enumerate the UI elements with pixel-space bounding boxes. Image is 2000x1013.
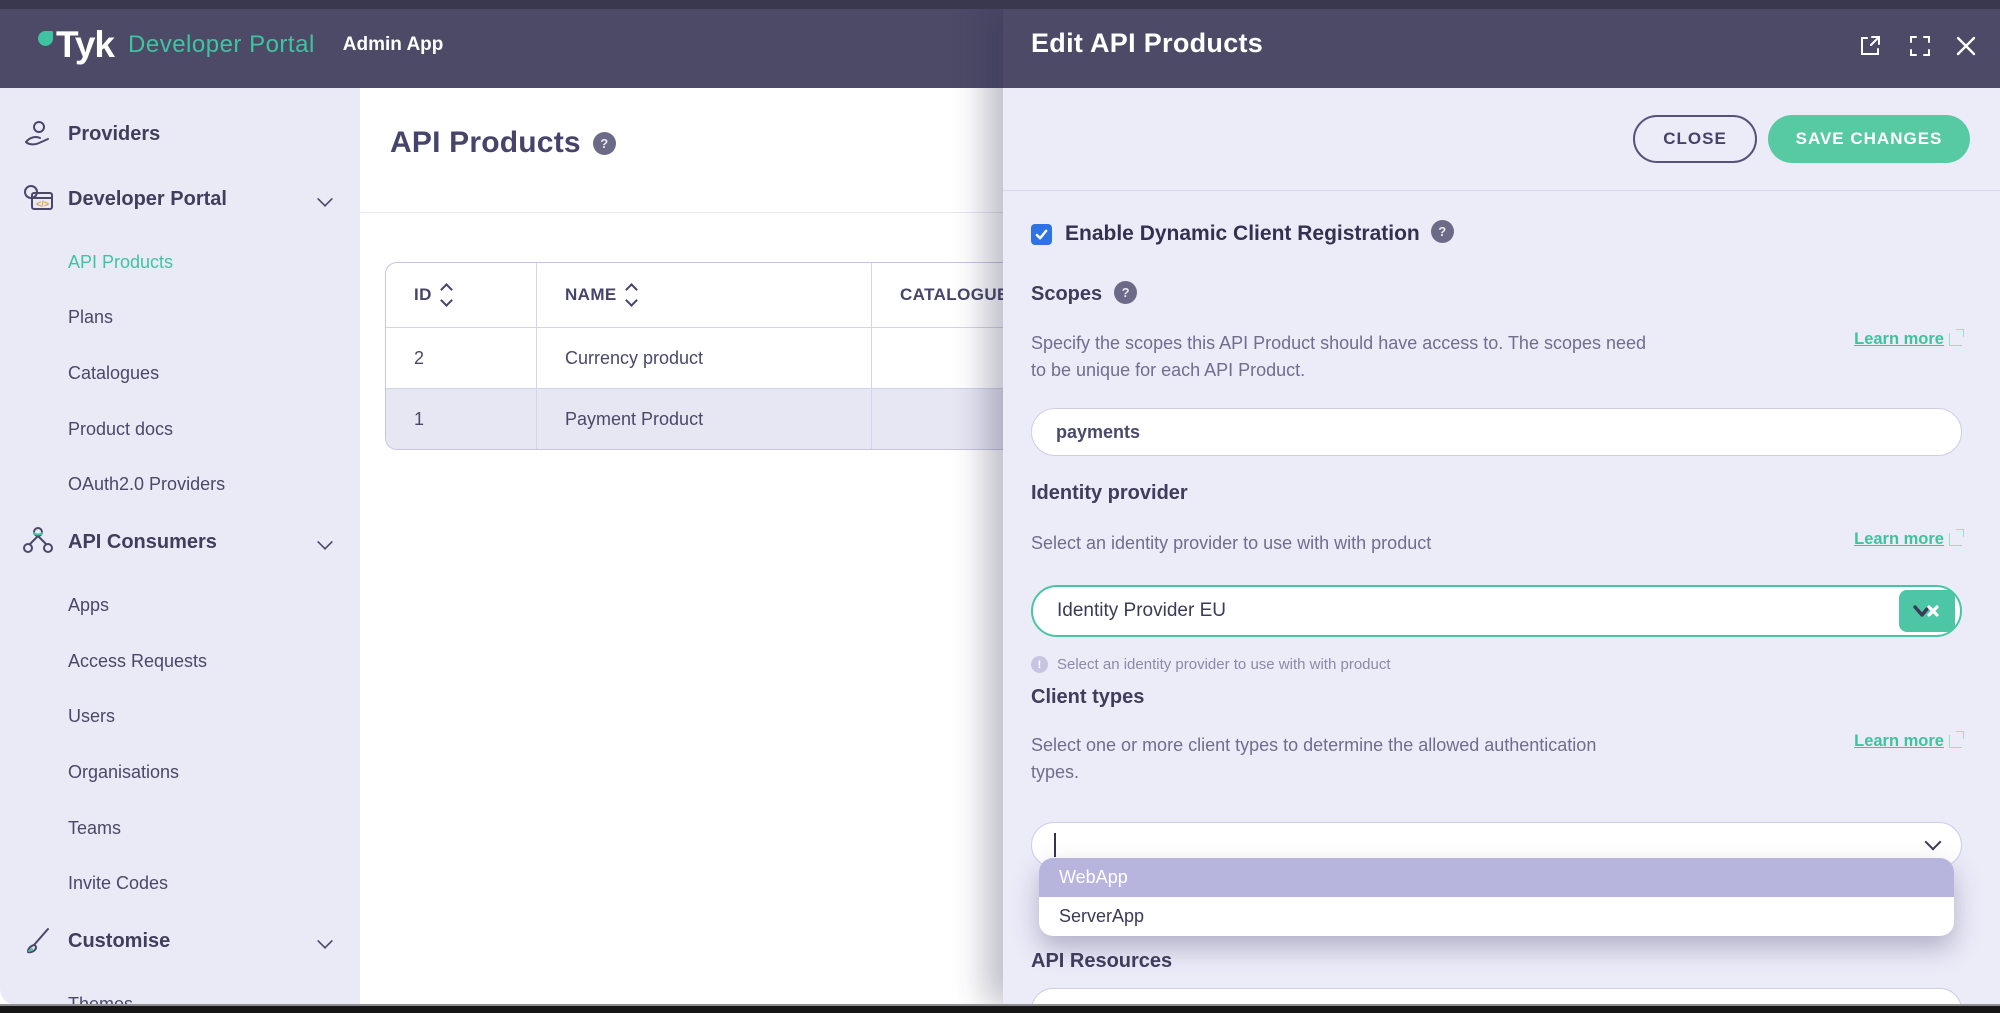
sidebar-item-apps[interactable]: Apps bbox=[68, 594, 110, 615]
drawer-header: Edit API Products bbox=[1003, 0, 2000, 88]
scopes-learn-more[interactable]: Learn more bbox=[1854, 329, 1964, 384]
open-in-new-window-icon[interactable] bbox=[1857, 33, 1883, 59]
sidebar-item-themes[interactable]: Themes bbox=[68, 993, 134, 1006]
brand: Tyk Developer Portal Admin App bbox=[38, 24, 443, 66]
drawer-title: Edit API Products bbox=[1031, 28, 1264, 58]
chevron-down-icon bbox=[317, 933, 333, 949]
client-types-dropdown: WebApp ServerApp bbox=[1039, 858, 1954, 936]
brand-suffix: Developer Portal bbox=[128, 31, 315, 58]
dropdown-option-serverapp[interactable]: ServerApp bbox=[1059, 906, 1145, 926]
sidebar-item-organisations[interactable]: Organisations bbox=[68, 761, 180, 782]
identity-learn-more[interactable]: Learn more bbox=[1854, 529, 1964, 557]
external-link-icon bbox=[1949, 329, 1964, 346]
sidebar-item-oauth2-providers[interactable]: OAuth2.0 Providers bbox=[68, 473, 226, 494]
scopes-description: Specify the scopes this API Product shou… bbox=[1031, 333, 1647, 380]
help-icon[interactable]: ? bbox=[592, 131, 616, 155]
api-consumers-icon bbox=[20, 524, 56, 560]
column-header-id[interactable]: ID bbox=[386, 263, 536, 327]
sidebar-item-teams[interactable]: Teams bbox=[68, 817, 122, 838]
brand-name: Tyk bbox=[56, 24, 115, 65]
chevron-down-icon bbox=[1913, 605, 1929, 617]
save-changes-button[interactable]: SAVE CHANGES bbox=[1768, 115, 1970, 163]
identity-provider-description: Select an identity provider to use with … bbox=[1031, 533, 1432, 553]
tyk-leaf-icon bbox=[38, 30, 53, 46]
sidebar-item-customise[interactable]: Customise bbox=[0, 926, 360, 956]
chevron-down-icon bbox=[1924, 833, 1942, 851]
nav-admin-app[interactable]: Admin App bbox=[342, 34, 444, 55]
customise-icon bbox=[20, 923, 56, 959]
help-icon[interactable]: ? bbox=[1430, 219, 1454, 243]
column-header-catalogue[interactable]: CATALOGUE DI bbox=[871, 263, 1384, 327]
enable-dcr-checkbox[interactable] bbox=[1031, 223, 1052, 245]
divider bbox=[1003, 190, 2000, 191]
sidebar-item-product-docs[interactable]: Product docs bbox=[68, 418, 174, 439]
identity-provider-select[interactable]: Identity Provider EU bbox=[1031, 585, 1962, 637]
identity-helper-text: Select an identity provider to use with … bbox=[1057, 656, 1391, 673]
developer-portal-icon: </> bbox=[20, 181, 56, 217]
sidebar-item-users[interactable]: Users bbox=[68, 705, 116, 726]
table-header-row: ID NAME CATALOGUE DI bbox=[386, 263, 1384, 327]
client-types-heading: Client types bbox=[1031, 686, 1145, 708]
providers-icon bbox=[20, 116, 56, 152]
close-icon[interactable] bbox=[1953, 33, 1979, 59]
sidebar-item-catalogues[interactable]: Catalogues bbox=[68, 362, 160, 383]
chevron-down-icon bbox=[317, 534, 333, 550]
sidebar-item-providers[interactable]: Providers bbox=[0, 119, 360, 149]
close-button[interactable]: CLOSE bbox=[1633, 115, 1757, 163]
external-link-icon bbox=[1949, 731, 1964, 748]
sidebar-item-developer-portal[interactable]: </> Developer Portal bbox=[0, 184, 360, 214]
sort-icon[interactable] bbox=[439, 283, 453, 307]
external-link-icon bbox=[1949, 529, 1964, 546]
client-types-description: Select one or more client types to deter… bbox=[1031, 735, 1597, 782]
sidebar-item-invite-codes[interactable]: Invite Codes bbox=[68, 872, 169, 893]
sidebar-item-access-requests[interactable]: Access Requests bbox=[68, 650, 208, 671]
select-controls[interactable] bbox=[1899, 590, 1955, 632]
sidebar: Providers </> Developer Portal API Produ… bbox=[0, 88, 360, 1005]
enable-dcr-label: Enable Dynamic Client Registration bbox=[1065, 222, 1420, 245]
scopes-heading: Scopes bbox=[1031, 283, 1103, 305]
sidebar-item-api-products[interactable]: API Products bbox=[68, 251, 174, 272]
info-icon: ! bbox=[1031, 656, 1048, 673]
client-types-learn-more[interactable]: Learn more bbox=[1854, 731, 1964, 786]
api-resources-heading: API Resources bbox=[1031, 950, 1173, 972]
sort-icon[interactable] bbox=[624, 283, 638, 307]
page-title: API Products bbox=[390, 126, 581, 159]
scopes-input[interactable]: payments bbox=[1031, 408, 1962, 456]
window-top-strip bbox=[0, 0, 2000, 9]
text-caret bbox=[1054, 833, 1056, 857]
clear-icon bbox=[1927, 605, 1939, 617]
dropdown-option-webapp[interactable]: WebApp bbox=[1039, 858, 1954, 897]
expand-icon[interactable] bbox=[1907, 33, 1933, 59]
help-icon[interactable]: ? bbox=[1114, 281, 1138, 304]
screen-bottom-strip bbox=[0, 1004, 2000, 1013]
chevron-down-icon bbox=[317, 191, 333, 207]
sidebar-item-api-consumers[interactable]: API Consumers bbox=[0, 527, 360, 557]
identity-provider-heading: Identity provider bbox=[1031, 482, 1188, 504]
column-header-name[interactable]: NAME bbox=[536, 263, 871, 327]
edit-api-products-drawer: Edit API Products CLOSE SAVE CHANGES Ena… bbox=[1003, 0, 2000, 1004]
table-row[interactable]: 2 Currency product bbox=[386, 327, 1384, 388]
svg-text:</>: </> bbox=[36, 199, 49, 209]
api-resources-input[interactable] bbox=[1031, 988, 1962, 1004]
sidebar-item-plans[interactable]: Plans bbox=[68, 306, 114, 327]
